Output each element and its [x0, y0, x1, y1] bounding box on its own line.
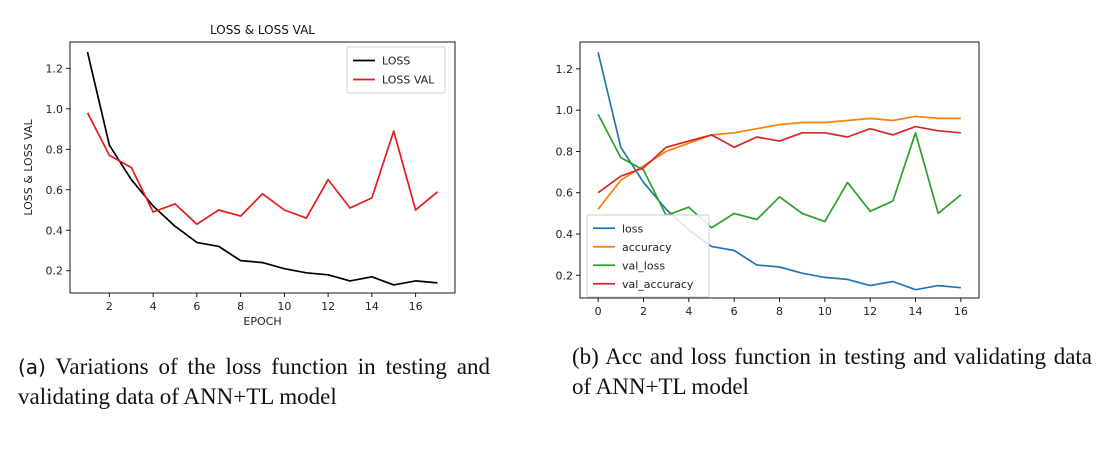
y-tick-label: 0.6	[556, 187, 574, 200]
y-tick-label: 1.0	[46, 103, 64, 116]
legend-label: accuracy	[622, 241, 672, 254]
x-tick-label: 14	[365, 300, 379, 313]
x-tick-label: 6	[193, 300, 200, 313]
legend-label: LOSS VAL	[382, 74, 435, 87]
y-tick-label: 0.2	[46, 265, 64, 278]
legend-box	[346, 46, 446, 94]
x-tick-label: 10	[818, 305, 832, 318]
x-tick-label: 6	[731, 305, 738, 318]
y-tick-label: 0.2	[556, 269, 574, 282]
x-tick-label: 4	[685, 305, 692, 318]
x-tick-label: 8	[237, 300, 244, 313]
x-tick-label: 2	[640, 305, 647, 318]
caption-b: (b) Acc and loss function in testing and…	[572, 344, 1092, 399]
legend-box	[586, 214, 710, 298]
x-axis-label: EPOCH	[243, 315, 281, 328]
x-tick-label: 12	[863, 305, 877, 318]
caption-a: (a) Variations of the loss function in t…	[18, 352, 490, 412]
legend-label: val_accuracy	[622, 278, 694, 291]
y-tick-label: 1.2	[556, 63, 574, 76]
x-tick-label: 16	[954, 305, 968, 318]
y-tick-label: 1.0	[556, 104, 574, 117]
x-tick-label: 14	[909, 305, 923, 318]
legend-label: loss	[622, 222, 644, 235]
y-tick-label: 0.4	[556, 228, 574, 241]
y-tick-label: 0.8	[556, 145, 574, 158]
y-axis-label: LOSS & LOSS VAL	[22, 119, 35, 216]
x-tick-label: 0	[595, 305, 602, 318]
x-tick-label: 12	[321, 300, 335, 313]
accuracy-loss-chart: 0.2 0.4 0.6 0.8 1.0 1.2 0 2 4 6 8 10 12 14 16 loss accur…	[556, 41, 980, 318]
caption-a-text: Variations of the loss function in testi…	[18, 354, 490, 409]
y-tick-label: 0.8	[46, 143, 64, 156]
y-tick-label: 0.4	[46, 224, 64, 237]
series-line-val-loss	[597, 113, 962, 229]
loss-chart: 0.2 0.4 0.6 0.8 1.0 1.2 2 4 6 8 10 12 14 16 LOSS & LOS…	[22, 23, 456, 328]
x-tick-label: 8	[776, 305, 783, 318]
x-tick-label: 4	[150, 300, 157, 313]
series-line-accuracy	[597, 115, 961, 210]
chart-title: LOSS & LOSS VAL	[210, 23, 315, 37]
x-tick-label: 10	[277, 300, 291, 313]
legend-label: LOSS	[382, 55, 410, 68]
caption-a-letter: (a)	[18, 355, 46, 379]
x-tick-label: 16	[409, 300, 423, 313]
y-tick-label: 0.6	[46, 184, 64, 197]
series-line-val-accuracy	[597, 125, 961, 194]
y-tick-label: 1.2	[46, 62, 64, 75]
legend-label: val_loss	[622, 259, 665, 272]
plot-frame	[69, 41, 456, 294]
series-line-loss-val	[86, 112, 439, 226]
x-tick-label: 2	[106, 300, 113, 313]
